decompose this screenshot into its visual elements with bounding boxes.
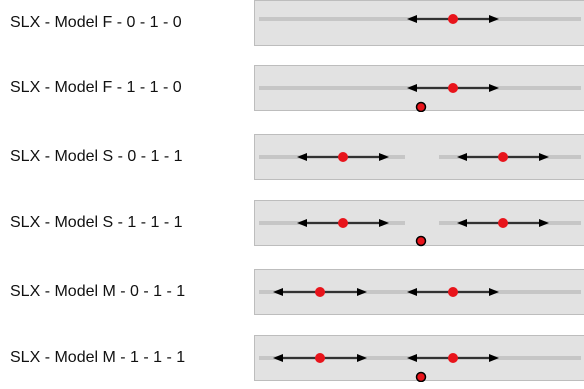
slider-panel (254, 65, 584, 112)
marker-point (338, 152, 348, 162)
outlined-marker-point (415, 371, 427, 382)
outlined-marker-point (415, 101, 427, 112)
marker-point (448, 83, 458, 93)
row-label: SLX - Model M - 1 - 1 - 1 (10, 349, 186, 366)
slider-graphic (259, 14, 581, 24)
marker-point (448, 353, 458, 363)
diagram-row: SLX - Model M - 1 - 1 - 1 (0, 335, 584, 382)
slider-panel (254, 0, 584, 46)
row-label: SLX - Model S - 1 - 1 - 1 (10, 214, 183, 231)
slider-graphic (259, 83, 581, 112)
outlined-marker-point (415, 235, 427, 247)
diagram-row: SLX - Model M - 0 - 1 - 1 (0, 269, 584, 315)
slider-panel (254, 335, 584, 382)
marker-point (448, 14, 458, 24)
slider-graphic (259, 287, 581, 297)
row-label: SLX - Model F - 1 - 1 - 0 (10, 79, 182, 96)
diagram-row: SLX - Model F - 1 - 1 - 0 (0, 65, 584, 112)
slider-graphic (259, 218, 581, 247)
slider-panel (254, 134, 584, 180)
slider-graphic (259, 353, 581, 382)
slider-panel (254, 200, 584, 247)
diagram-row: SLX - Model S - 1 - 1 - 1 (0, 200, 584, 247)
row-label: SLX - Model S - 0 - 1 - 1 (10, 148, 183, 165)
diagram-row: SLX - Model F - 0 - 1 - 0 (0, 0, 584, 46)
marker-point (498, 152, 508, 162)
marker-point (498, 218, 508, 228)
slider-panel (254, 269, 584, 315)
row-label: SLX - Model F - 0 - 1 - 0 (10, 14, 182, 31)
row-label: SLX - Model M - 0 - 1 - 1 (10, 283, 186, 300)
marker-point (315, 353, 325, 363)
marker-point (448, 287, 458, 297)
marker-point (315, 287, 325, 297)
slider-graphic (259, 152, 581, 162)
diagram-row: SLX - Model S - 0 - 1 - 1 (0, 134, 584, 180)
marker-point (338, 218, 348, 228)
